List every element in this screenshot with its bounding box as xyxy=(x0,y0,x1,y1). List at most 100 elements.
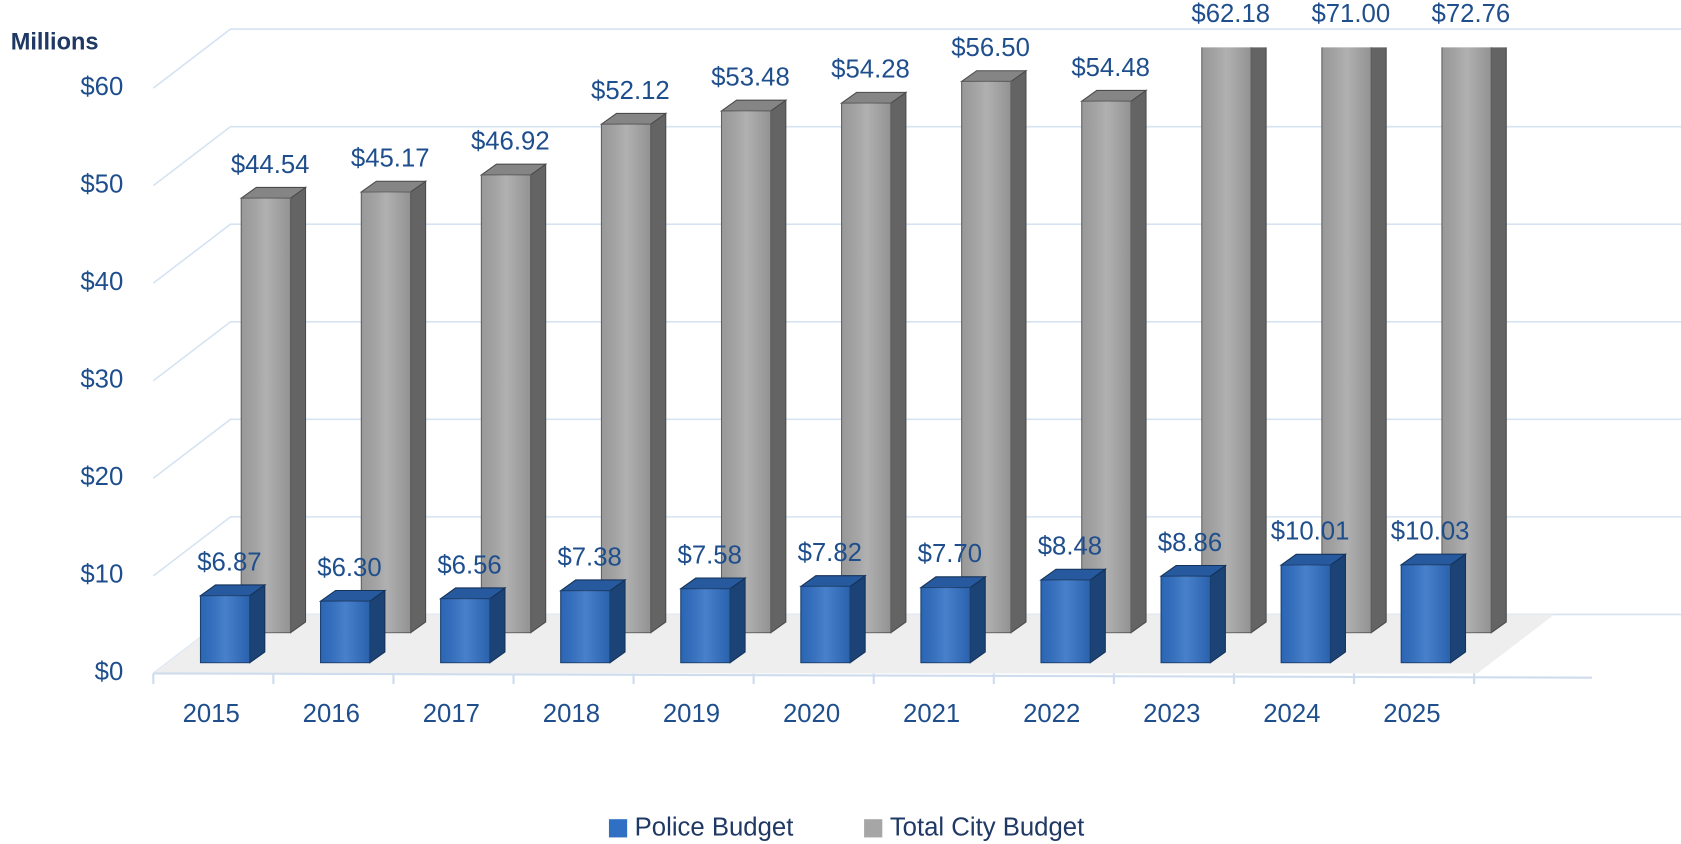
bar-shade xyxy=(200,595,250,663)
data-label: $6.30 xyxy=(317,554,381,582)
bar-side xyxy=(369,589,386,664)
x-tick-label: 2022 xyxy=(1023,700,1080,728)
bar-shade xyxy=(361,191,411,633)
data-label: $53.48 xyxy=(711,64,790,92)
x-tick-label: 2023 xyxy=(1143,700,1200,728)
bar-side xyxy=(1250,47,1267,634)
bar-shade xyxy=(961,81,1011,633)
x-tick-label: 2017 xyxy=(423,700,480,728)
data-label: $54.48 xyxy=(1071,54,1150,82)
data-label: $56.50 xyxy=(951,34,1030,62)
bar-side xyxy=(609,578,626,664)
bar-shade xyxy=(721,110,771,633)
bar-side xyxy=(1370,47,1387,634)
y-tick-label: $30 xyxy=(80,366,123,394)
x-axis xyxy=(153,672,1593,679)
bar-shade xyxy=(1201,47,1252,633)
bar-shade xyxy=(841,103,891,633)
y-tick-label: $60 xyxy=(80,73,123,101)
bar-side xyxy=(890,91,907,634)
bar-side xyxy=(249,583,266,664)
data-label: $6.56 xyxy=(437,551,501,579)
bar-shade xyxy=(1161,576,1211,663)
data-label: $7.38 xyxy=(557,543,621,571)
data-label: $45.17 xyxy=(351,145,430,173)
bar-side xyxy=(770,99,787,634)
x-tick-label: 2021 xyxy=(903,700,960,728)
bar-shade xyxy=(1441,47,1492,633)
data-label: $44.54 xyxy=(231,151,310,179)
series xyxy=(239,47,1507,634)
x-tick-label: 2024 xyxy=(1263,700,1320,728)
bar-shade xyxy=(1281,565,1331,663)
legend-label: Total City Budget xyxy=(890,814,1084,842)
bar-side xyxy=(530,163,547,634)
x-tick-label: 2020 xyxy=(783,700,840,728)
bar-shade xyxy=(560,590,611,663)
bar-side xyxy=(289,186,307,634)
bar-side xyxy=(1329,553,1346,664)
bar-side xyxy=(1490,47,1507,634)
bar-side xyxy=(849,574,866,664)
data-label: $6.87 xyxy=(197,548,261,576)
data-label: $8.48 xyxy=(1038,533,1102,561)
bar-shade xyxy=(481,174,531,633)
grid-line xyxy=(152,516,1681,577)
grid-line xyxy=(152,125,1681,187)
y-tick-label: $10 xyxy=(80,561,123,589)
data-label: $71.00 xyxy=(1311,0,1390,28)
data-label: $72.76 xyxy=(1432,0,1511,28)
y-axis-title: Millions xyxy=(11,28,99,54)
data-label: $62.18 xyxy=(1191,0,1270,28)
bar-shade xyxy=(440,598,490,663)
data-label: $10.03 xyxy=(1391,517,1470,545)
x-tick-label: 2015 xyxy=(183,700,240,728)
bar-shade xyxy=(241,198,291,633)
y-tick-label: $40 xyxy=(80,268,123,296)
bar-shade xyxy=(1401,564,1451,663)
series xyxy=(198,553,1468,664)
data-label: $7.82 xyxy=(798,539,862,567)
legend-label: Police Budget xyxy=(635,814,794,842)
data-label: $52.12 xyxy=(591,77,670,105)
grid-line xyxy=(152,223,1681,284)
bar-side xyxy=(1130,89,1147,634)
bar-side xyxy=(1449,553,1467,664)
x-tick-label: 2018 xyxy=(543,700,600,728)
grid-line xyxy=(152,418,1681,479)
x-tick-label: 2016 xyxy=(303,700,360,728)
y-tick-label: $20 xyxy=(80,463,123,491)
y-tick-label: $50 xyxy=(80,170,123,198)
bar-shade xyxy=(680,588,731,663)
bar-shade xyxy=(800,586,851,663)
x-tick-label: 2019 xyxy=(663,700,720,728)
bar-side xyxy=(650,112,667,634)
bar-side xyxy=(1010,69,1027,634)
bar-shade xyxy=(601,124,651,633)
bar-shade xyxy=(320,601,370,663)
data-label: $10.01 xyxy=(1271,518,1350,546)
data-label: $7.58 xyxy=(678,541,742,569)
x-tick-label: 2025 xyxy=(1383,700,1440,728)
bar-side xyxy=(489,586,506,664)
bar-shade xyxy=(920,587,971,663)
data-label: $8.86 xyxy=(1158,529,1222,557)
labels: $6.87 $6.30 $6.56 $7.38 $7.58 $7.82 $7.70 $8.48… xyxy=(197,517,1469,581)
data-label: $54.28 xyxy=(831,56,910,84)
grid-line xyxy=(152,320,1681,382)
y-tick-label: $0 xyxy=(95,658,124,686)
legend-swatch xyxy=(608,819,628,838)
labels: $44.54 $45.17 $46.92 $52.12 $53.48 $54.28 $56.… xyxy=(231,0,1510,179)
data-label: $7.70 xyxy=(918,540,982,568)
bar-shade xyxy=(1321,47,1372,633)
bar-side xyxy=(969,575,986,664)
legend-swatch xyxy=(864,819,883,838)
bar-side xyxy=(1089,568,1106,664)
bar-side xyxy=(410,180,427,634)
grid-line xyxy=(152,28,1681,89)
bar-shade xyxy=(1081,101,1132,633)
bar-shade xyxy=(1040,579,1091,663)
data-label: $46.92 xyxy=(471,128,550,156)
